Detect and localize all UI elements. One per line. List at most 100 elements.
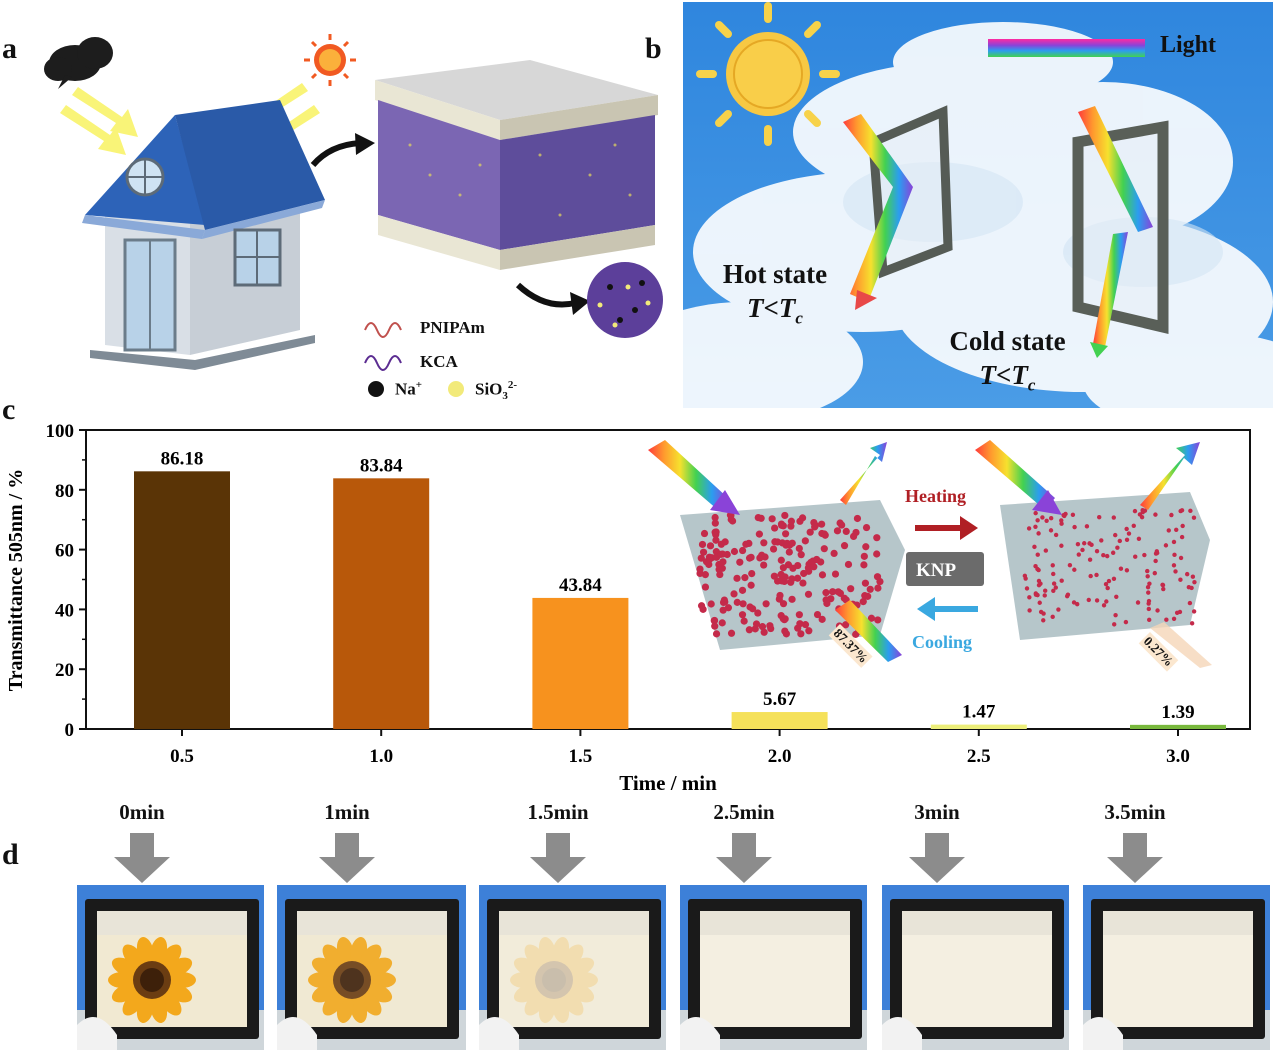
particle (717, 550, 725, 558)
particle (1056, 607, 1061, 612)
particle (719, 606, 727, 614)
bar-value-label: 1.39 (1161, 702, 1194, 723)
particle (1189, 621, 1195, 626)
particle (730, 590, 738, 598)
particle (1053, 585, 1058, 590)
particle (797, 630, 805, 638)
kca-legend-line (364, 355, 402, 371)
particle (736, 558, 744, 566)
smart-window-cell (375, 60, 658, 270)
particle (1027, 608, 1032, 613)
particle (813, 610, 822, 619)
particle (1087, 557, 1093, 562)
particle (768, 515, 776, 523)
particle (1087, 541, 1092, 546)
particle (1171, 616, 1177, 621)
bar-value-label: 86.18 (161, 448, 204, 469)
particle (718, 619, 726, 627)
particle (1169, 512, 1174, 518)
time-label: 0min (119, 800, 165, 824)
heating-label: Heating (905, 486, 966, 506)
particle (1171, 539, 1177, 545)
particle (861, 592, 869, 600)
particle (739, 600, 747, 608)
particle (831, 570, 840, 578)
particle (766, 622, 774, 630)
particle (1110, 550, 1116, 555)
particle (769, 545, 778, 553)
particle (778, 577, 786, 585)
particle (1076, 552, 1081, 557)
cooling-arrow-icon (917, 597, 978, 621)
particle (801, 621, 810, 629)
particle (1153, 512, 1158, 517)
panel-b-illustration (683, 2, 1273, 408)
particle (1080, 547, 1085, 553)
particle (1179, 508, 1185, 513)
particle (1152, 570, 1157, 576)
particle (711, 513, 719, 522)
sun-icon (696, 2, 840, 146)
inset-left-hydrogel (648, 440, 905, 662)
particle (1051, 581, 1057, 586)
legend-na: Na+ (395, 379, 423, 399)
light-legend-bar (988, 39, 1145, 57)
down-arrow-icon (114, 833, 170, 883)
particle (1053, 532, 1059, 538)
particle (760, 539, 768, 547)
particle (741, 574, 749, 582)
particle (818, 615, 826, 623)
y-axis-label: Transmittance 505nm / % (5, 469, 27, 691)
particle (844, 560, 853, 569)
bar (532, 597, 629, 729)
time-label: 1min (324, 800, 370, 824)
particle (853, 514, 862, 523)
arrow-icon (310, 140, 361, 168)
particle (1043, 548, 1049, 553)
window-photo (1083, 885, 1270, 1050)
particle (1114, 594, 1119, 600)
particle (1051, 571, 1056, 577)
particle (1140, 508, 1145, 513)
y-tick-label: 40 (55, 600, 74, 621)
particle (712, 536, 720, 544)
y-tick-label: 60 (55, 541, 74, 562)
particle (822, 589, 830, 597)
particle (1117, 538, 1122, 544)
particle (1103, 581, 1109, 587)
particle (698, 540, 707, 549)
particle (840, 542, 849, 550)
particle (1145, 574, 1150, 579)
particle (1126, 531, 1132, 536)
particle (782, 541, 790, 549)
particle (745, 626, 753, 634)
panel-label-a: a (2, 32, 17, 65)
particle (757, 514, 765, 522)
particle (1105, 553, 1110, 559)
window-photo (479, 885, 666, 1050)
particle (1132, 508, 1138, 514)
photo-illustration (77, 885, 264, 1050)
pnipam-legend-line (364, 322, 402, 338)
particle (820, 545, 828, 553)
particle (1106, 578, 1112, 584)
particle (874, 616, 882, 624)
particle (805, 567, 813, 575)
particle (1088, 573, 1093, 579)
knp-label: KNP (916, 560, 957, 581)
particle (1112, 622, 1117, 627)
particle (1041, 618, 1046, 623)
particle (805, 627, 813, 635)
particle (739, 546, 747, 555)
particle (773, 538, 782, 546)
particle (715, 565, 723, 574)
bar-value-label: 83.84 (360, 455, 403, 476)
particle (1033, 524, 1038, 529)
particle (755, 530, 763, 538)
particle (862, 523, 871, 532)
arrow-icon (515, 282, 576, 308)
x-tick-label: 0.5 (170, 746, 194, 767)
x-axis-label: Time / min (619, 771, 717, 795)
particle (1043, 588, 1048, 593)
particle (781, 511, 789, 520)
